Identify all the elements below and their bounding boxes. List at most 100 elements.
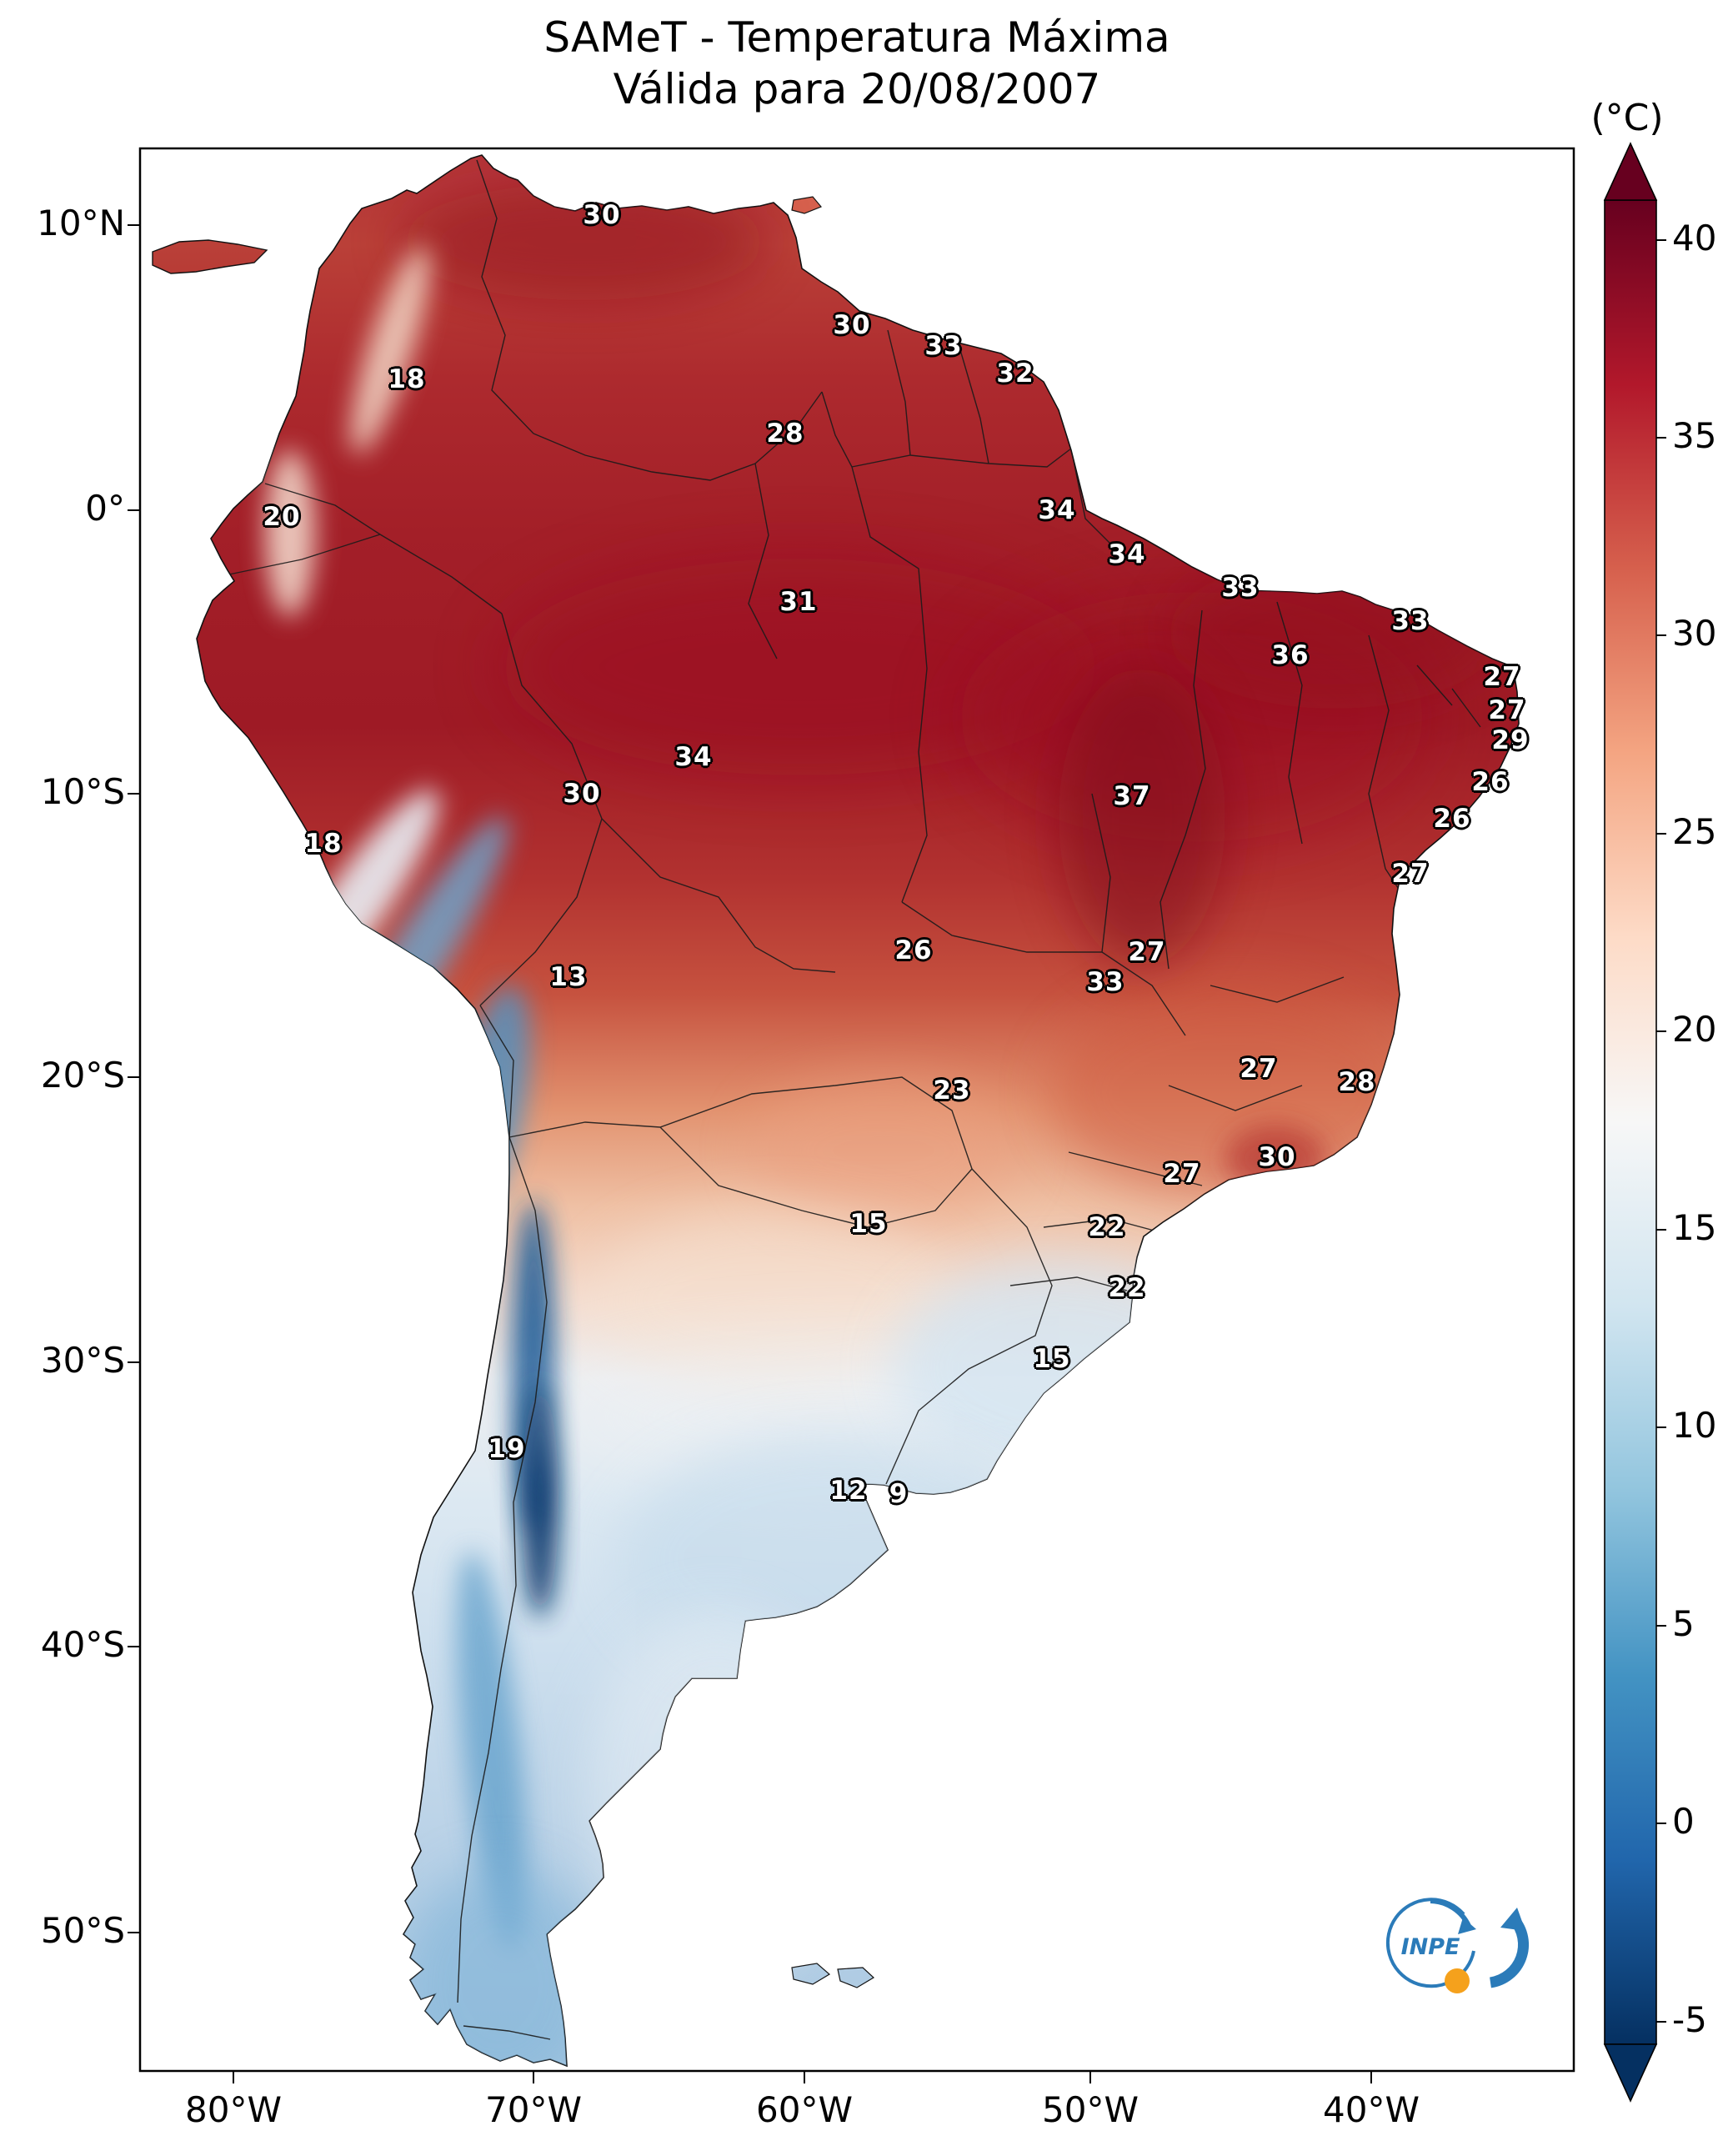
station-temp-label: 32 xyxy=(996,358,1034,389)
station-temp-label: 27 xyxy=(1391,859,1430,889)
y-axis-tick-mark xyxy=(128,1361,140,1363)
station-temp-label: 30 xyxy=(563,779,601,809)
y-axis-tick-label: 0° xyxy=(85,488,125,529)
station-temp-label: 30 xyxy=(583,200,621,230)
title-line-1: SAMeT - Temperatura Máxima xyxy=(543,13,1170,62)
inpe-logo: INPE xyxy=(1385,1898,1530,1993)
inpe-logo-orange-dot xyxy=(1445,1968,1470,1993)
station-temp-label: 31 xyxy=(779,587,818,617)
y-axis-tick-mark xyxy=(128,1076,140,1078)
station-temp-label: 15 xyxy=(849,1209,888,1239)
y-axis-tick-mark xyxy=(128,1932,140,1933)
station-temp-label: 33 xyxy=(1086,967,1124,997)
colorbar-tick-label: 25 xyxy=(1672,811,1717,852)
station-temp-label: 12 xyxy=(829,1476,868,1506)
station-temp-label: 30 xyxy=(833,310,871,340)
station-temp-label: 19 xyxy=(488,1434,526,1464)
colorbar-tick-mark xyxy=(1656,239,1666,241)
panama-landmass xyxy=(152,239,268,274)
colorbar-extend-bottom-arrow xyxy=(1603,2043,1658,2103)
x-axis-tick-mark xyxy=(233,2071,234,2083)
colorbar-gradient-bar xyxy=(1604,199,1657,2045)
y-axis-tick-mark xyxy=(128,793,140,795)
y-axis-tick-label: 30°S xyxy=(40,1340,125,1381)
colorbar-tick-mark xyxy=(1656,1030,1666,1032)
trinidad-island xyxy=(791,196,822,214)
x-axis-tick-label: 40°W xyxy=(1323,2089,1420,2130)
station-temp-label: 27 xyxy=(1483,662,1521,692)
station-temp-label: 33 xyxy=(924,331,963,361)
station-temp-label: 9 xyxy=(889,1479,909,1509)
colorbar-unit-label: (°C) xyxy=(1590,97,1664,139)
station-temp-label: 20 xyxy=(263,502,301,532)
map-frame xyxy=(138,147,1575,2073)
x-axis-tick-mark xyxy=(1089,2071,1091,2083)
station-temp-label: 37 xyxy=(1113,781,1151,811)
x-axis-tick-label: 60°W xyxy=(756,2089,853,2130)
colorbar-tick-label: 0 xyxy=(1672,1801,1695,1842)
station-temp-label: 23 xyxy=(933,1075,971,1106)
station-temp-label: 18 xyxy=(388,364,426,394)
inpe-logo-text: INPE xyxy=(1401,1934,1460,1960)
station-temp-label: 33 xyxy=(1221,573,1260,603)
inpe-logo-big-arrowhead xyxy=(1500,1908,1525,1931)
colorbar-tick-mark xyxy=(1656,634,1666,636)
station-temp-label: 27 xyxy=(1240,1054,1278,1084)
y-axis-tick-label: 10°N xyxy=(37,203,125,243)
colorbar-tick-label: 15 xyxy=(1672,1207,1717,1248)
colorbar-tick-mark xyxy=(1656,1823,1666,1824)
political-borders xyxy=(224,159,1481,2040)
colorbar xyxy=(1603,142,1658,2103)
title-line-2: Válida para 20/08/2007 xyxy=(613,65,1101,113)
y-axis-tick-label: 50°S xyxy=(40,1910,125,1951)
station-temp-label: 15 xyxy=(1033,1344,1071,1374)
colorbar-tick-label: -5 xyxy=(1672,1999,1707,2040)
colorbar-tick-mark xyxy=(1656,437,1666,439)
y-axis-tick-label: 10°S xyxy=(40,771,125,812)
colorbar-tick-mark xyxy=(1656,2021,1666,2023)
y-axis-tick-label: 40°S xyxy=(40,1624,125,1665)
colorbar-tick-mark xyxy=(1656,1229,1666,1231)
station-temp-label: 13 xyxy=(549,962,588,992)
colorbar-tick-label: 20 xyxy=(1672,1009,1717,1050)
x-axis-tick-label: 80°W xyxy=(185,2089,282,2130)
colorbar-tick-label: 35 xyxy=(1672,415,1717,456)
colorbar-tick-mark xyxy=(1656,833,1666,835)
station-temp-label: 36 xyxy=(1271,640,1310,670)
station-temp-label: 27 xyxy=(1163,1159,1201,1189)
station-temp-label: 26 xyxy=(894,935,933,965)
station-temp-label: 18 xyxy=(304,829,343,859)
station-temp-label: 29 xyxy=(1491,725,1530,755)
station-temp-label: 33 xyxy=(1391,606,1430,636)
station-temp-label: 27 xyxy=(1128,937,1166,967)
colorbar-tick-label: 30 xyxy=(1672,613,1717,654)
x-axis-tick-mark xyxy=(804,2071,805,2083)
colorbar-tick-label: 10 xyxy=(1672,1405,1717,1446)
page-title: SAMeT - Temperatura Máxima Válida para 2… xyxy=(140,12,1574,115)
station-temp-label: 26 xyxy=(1471,767,1510,797)
station-temp-label: 28 xyxy=(1338,1067,1376,1097)
falkland-island-east xyxy=(837,1967,874,1988)
colorbar-extend-top-arrow xyxy=(1603,142,1658,201)
x-axis-tick-label: 70°W xyxy=(485,2089,582,2130)
y-axis-tick-mark xyxy=(128,1646,140,1647)
x-axis-tick-mark xyxy=(533,2071,534,2083)
y-axis-tick-label: 20°S xyxy=(40,1055,125,1096)
y-axis-tick-mark xyxy=(128,224,140,226)
x-axis-tick-mark xyxy=(1370,2071,1372,2083)
station-temp-label: 22 xyxy=(1108,1273,1146,1303)
colorbar-tick-label: 5 xyxy=(1672,1603,1695,1644)
station-temp-label: 34 xyxy=(1038,495,1076,525)
colorbar-tick-mark xyxy=(1656,1625,1666,1627)
colorbar-tick-label: 40 xyxy=(1672,218,1717,258)
colorbar-tick-mark xyxy=(1656,1426,1666,1428)
inpe-logo-inner-arrowhead xyxy=(1458,1918,1476,1934)
station-temp-label: 26 xyxy=(1433,804,1471,834)
station-temp-label: 30 xyxy=(1258,1142,1296,1172)
falkland-island-west xyxy=(791,1963,830,1985)
x-axis-tick-label: 50°W xyxy=(1042,2089,1139,2130)
y-axis-tick-mark xyxy=(128,509,140,511)
station-temp-label: 22 xyxy=(1088,1212,1126,1242)
